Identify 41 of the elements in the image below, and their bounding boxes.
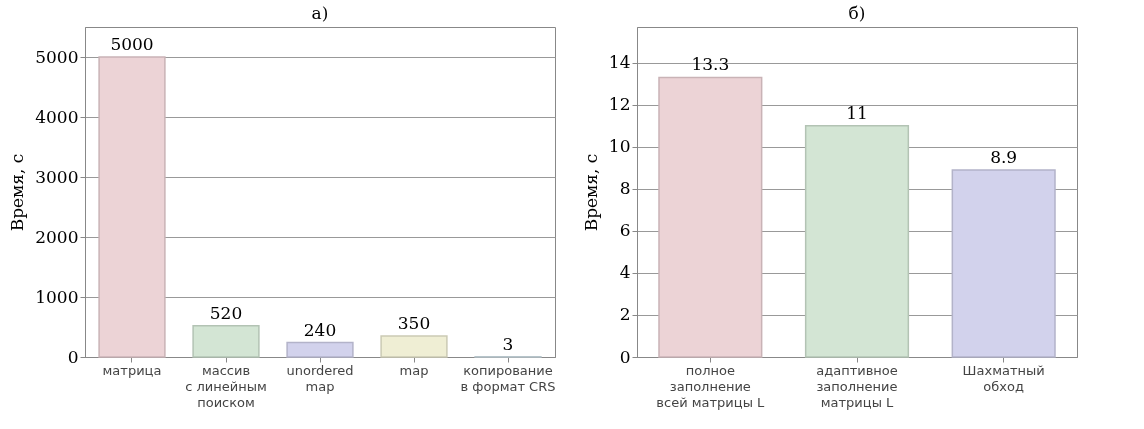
y-tick-label: 2000 [35,226,79,247]
y-tick-label: 0 [619,346,631,367]
y-tick-label: 6 [619,220,631,241]
y-axis-title: Время, с [580,153,601,232]
y-tick-label: 8 [619,178,631,199]
data-label: 240 [303,319,337,340]
data-label: 520 [209,302,243,323]
y-tick-label: 5000 [35,46,79,67]
bar [951,169,1056,358]
y-tick-label: 4000 [35,106,79,127]
bar [286,341,354,358]
y-tick-label: 10 [608,136,631,157]
x-tick-label: адаптивное заполнение матрицы L [816,362,898,410]
x-tick-label: unordered map [286,362,354,394]
data-label: 11 [846,102,868,123]
y-tick-label: 0 [67,346,79,367]
x-tick-label: Шахматный обход [962,362,1045,394]
y-axis-title: Время, с [7,153,28,232]
x-tick-label: матрица [102,362,162,378]
x-tick-label: копирование в формат CRS [460,362,556,394]
data-label: 3 [502,333,514,354]
chart-title: а) [311,3,329,23]
y-tick-label: 14 [608,52,631,73]
data-label: 13.3 [691,54,730,75]
x-tick-label: массив с линейным поиском [185,362,267,410]
x-tick-label: полное заполнение всей матрицы L [656,362,766,410]
bar [192,325,260,358]
bar [658,76,763,358]
data-label: 350 [397,313,431,333]
bar [804,125,910,358]
y-tick-label: 3000 [35,166,79,187]
chart-title: б) [848,3,866,23]
y-tick-label: 2 [619,304,631,325]
data-label: 8.9 [990,146,1018,167]
x-tick-label: map [399,362,429,378]
bar [98,56,166,358]
y-tick-label: 4 [619,262,631,283]
y-tick-label: 12 [608,94,631,115]
bar [380,335,448,358]
y-tick-label: 1000 [35,286,79,307]
data-label: 5000 [110,34,154,54]
